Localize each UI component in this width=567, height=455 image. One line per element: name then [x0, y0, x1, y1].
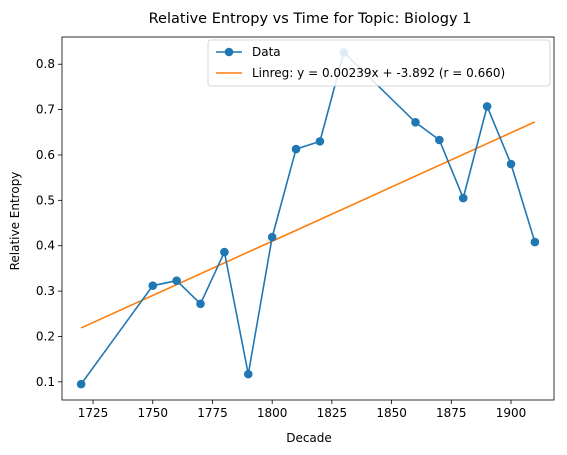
data-line: [80, 50, 536, 385]
y-tick-label: 0.7: [36, 103, 55, 117]
data-point: [315, 137, 325, 146]
plot-area: [61, 36, 555, 401]
data-point: [530, 237, 540, 247]
data-point: [411, 118, 420, 127]
y-tick-label: 0.8: [36, 57, 55, 71]
y-tick-label: 0.4: [36, 239, 55, 253]
y-tick-label: 0.1: [36, 375, 55, 389]
data-point: [220, 247, 229, 257]
x-tick-label: 1900: [496, 406, 527, 420]
legend-data-label: Data: [252, 45, 281, 59]
series-layer: [76, 48, 540, 389]
y-tick-label: 0.6: [36, 148, 55, 162]
data-point: [172, 276, 181, 285]
x-tick-label: 1750: [137, 406, 168, 420]
legend-data-marker: [224, 47, 234, 57]
x-tick-label: 1825: [317, 406, 348, 420]
x-axis: 1725 1750 1775 1800 1825 1850 1875 1900: [78, 400, 527, 420]
x-axis-label: Decade: [286, 431, 332, 445]
data-point: [482, 102, 492, 111]
data-point: [291, 144, 301, 154]
x-tick-label: 1775: [197, 406, 228, 420]
data-point: [148, 281, 158, 290]
data-point: [458, 193, 468, 203]
x-tick-label: 1875: [436, 406, 467, 420]
y-tick-label: 0.3: [36, 284, 55, 298]
data-point: [267, 232, 277, 242]
x-tick-label: 1850: [376, 406, 407, 420]
data-point: [196, 299, 205, 309]
data-point: [243, 369, 253, 379]
y-tick-label: 0.2: [36, 329, 55, 343]
data-point: [506, 159, 516, 169]
plot-frame: [61, 36, 555, 401]
x-tick-label: 1800: [257, 406, 288, 420]
y-axis: 0.1 0.2 0.3 0.4 0.5 0.6 0.7 0.8: [36, 57, 62, 389]
regression-line: [80, 121, 536, 329]
legend: Data Linreg: y = 0.00239x + -3.892 (r = 0…: [207, 39, 551, 87]
data-point: [435, 135, 444, 145]
data-point: [76, 379, 86, 389]
legend-linreg-label: Linreg: y = 0.00239x + -3.892 (r = 0.660…: [252, 66, 505, 80]
chart-title: Relative Entropy vs Time for Topic: Biol…: [149, 11, 472, 27]
y-tick-label: 0.5: [36, 193, 55, 207]
x-tick-label: 1725: [78, 406, 109, 420]
legend-box: [207, 39, 551, 87]
y-axis-label: Relative Entropy: [8, 172, 22, 271]
